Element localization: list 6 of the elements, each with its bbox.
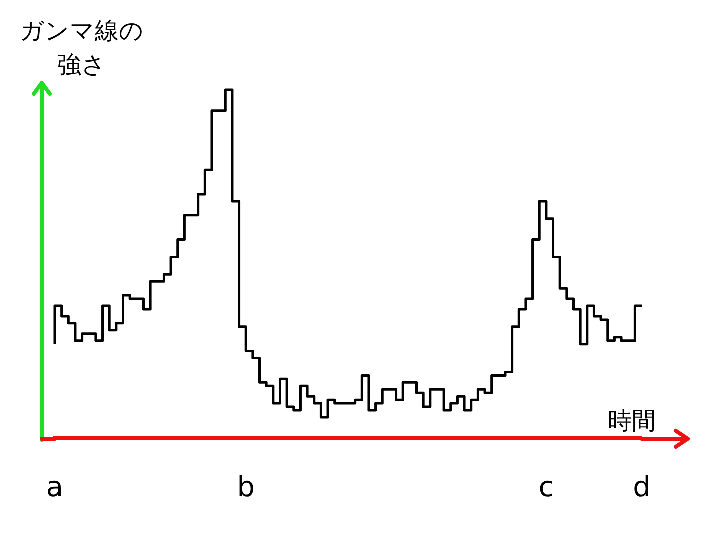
x-axis-title: 時間 xyxy=(608,406,656,437)
x-tick-label: b xyxy=(237,470,256,504)
y-axis-title: ガンマ線の強さ xyxy=(19,16,145,81)
x-tick-label: a xyxy=(46,470,64,504)
x-tick-label: d xyxy=(633,470,651,504)
x-tick-label: c xyxy=(538,470,554,504)
